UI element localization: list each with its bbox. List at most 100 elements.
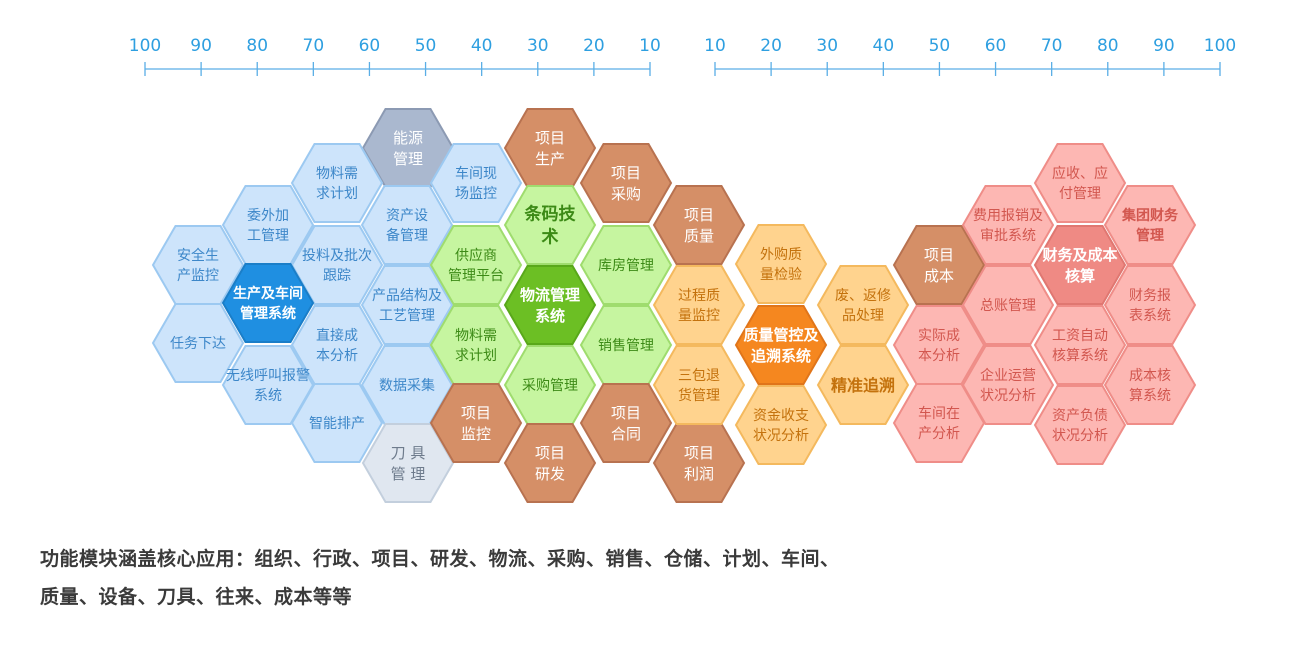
hex-shape (816, 345, 910, 425)
tick-label: 90 (1153, 36, 1175, 56)
hex-shape (734, 305, 828, 385)
hex-shape (961, 265, 1055, 345)
hex-shape (579, 383, 673, 463)
hex-shape (1033, 385, 1127, 465)
hex-label: 费用报销及 (973, 208, 1043, 224)
hex-label: 质量 (684, 227, 714, 245)
hex-shape (429, 143, 523, 223)
hex-shape (1033, 305, 1127, 385)
hex-shape (652, 423, 746, 503)
hex-label: 工管理 (247, 228, 289, 244)
hex-label: 管 理 (391, 465, 426, 483)
caption-line-1: 功能模块涵盖核心应用：组织、行政、项目、研发、物流、采购、销售、仓储、计划、车间… (40, 548, 840, 570)
hex-label: 项目 (535, 129, 565, 147)
hex-shape (961, 345, 1055, 425)
hex-label: 产分析 (918, 426, 960, 442)
hex-shape (290, 383, 384, 463)
hex-label: 本分析 (316, 348, 358, 364)
hex-label: 企业运营 (980, 367, 1036, 384)
hex-label: 工资自动 (1052, 328, 1108, 344)
hex-shape (221, 345, 315, 425)
hex-label: 三包退 (678, 368, 720, 384)
hex-module: 销售管理 (579, 305, 673, 385)
tick-label: 30 (816, 36, 838, 56)
hex-label: 系统 (254, 388, 282, 404)
hex-label: 成本 (924, 267, 954, 285)
hex-label: 管理 (393, 150, 423, 168)
tick-label: 10 (639, 36, 661, 56)
hex-label: 刀 具 (391, 444, 426, 462)
tick-label: 40 (471, 36, 493, 56)
hex-label: 采购管理 (522, 378, 578, 394)
hex-label: 成本核 (1129, 368, 1171, 384)
tick-label: 70 (1041, 36, 1063, 56)
tick-label: 40 (873, 36, 895, 56)
hex-label: 生产及车间 (233, 285, 303, 302)
hex-label: 委外加 (247, 208, 289, 224)
hex-label: 项目 (461, 404, 491, 422)
hexagon-modules: 能源管理物料需求计划车间现场监控委外加工管理资产设备管理安全生产监控投料及批次跟… (151, 108, 1197, 503)
hex-label: 供应商 (455, 247, 497, 264)
hex-shape (1103, 345, 1197, 425)
hex-label: 库房管理 (598, 258, 654, 274)
hex-shape (892, 383, 986, 463)
hex-label: 智能排产 (309, 416, 365, 432)
tick-label: 80 (1097, 36, 1119, 56)
hex-label: 采购 (611, 185, 641, 203)
hex-label: 外购质 (760, 247, 802, 263)
hex-label: 车间现 (455, 165, 497, 182)
hex-shape (652, 345, 746, 425)
hex-label: 求计划 (455, 348, 497, 364)
hex-shape (1103, 185, 1197, 265)
hex-label: 数据采集 (379, 377, 435, 394)
hex-label: 项目 (535, 444, 565, 462)
hex-label: 能源 (393, 129, 423, 147)
hex-label: 财务报 (1129, 288, 1171, 304)
hex-shape (961, 185, 1055, 265)
hex-shape (360, 185, 454, 265)
hex-label: 管理 (1136, 227, 1164, 244)
hex-label: 安全生 (177, 247, 219, 264)
tick-label: 20 (760, 36, 782, 56)
hex-shape (429, 225, 523, 305)
hex-label: 量监控 (678, 308, 720, 324)
hex-shape (579, 225, 673, 305)
hex-label: 无线呼叫报警 (226, 368, 310, 384)
scale-axes: 100 90 80 70 60 50 40 30 20 10 10 20 30 40 50 60 70 80 90 1… (129, 36, 1236, 76)
hex-label: 付管理 (1059, 186, 1101, 202)
hex-shape (221, 263, 315, 343)
hex-label: 车间在 (918, 405, 960, 422)
hex-shape (1033, 143, 1127, 223)
hex-label: 术 (542, 227, 559, 248)
hex-shape (652, 185, 746, 265)
hex-label: 核算 (1065, 267, 1095, 285)
hex-shape (652, 265, 746, 345)
tick-label: 50 (415, 36, 437, 56)
hex-label: 监控 (461, 425, 491, 443)
hex-label: 量检验 (760, 267, 802, 283)
